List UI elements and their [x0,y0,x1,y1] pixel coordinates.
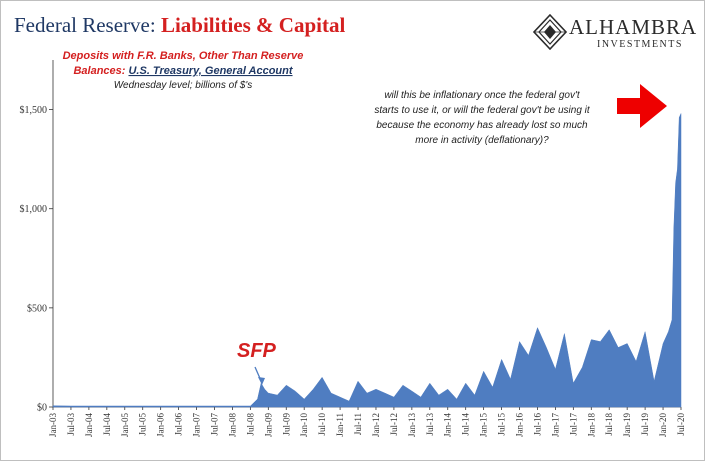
red-arrow-icon [617,84,667,128]
chart-subtitle-line3: Wednesday level; billions of $'s [114,80,252,91]
chart-title: Federal Reserve: Liabilities & Capital [14,13,345,38]
logo-name: ALHAMBRA [569,15,698,39]
x-tick-label: Jul-13 [425,413,435,436]
x-tick-label: Jan-12 [371,413,381,437]
y-tick-label: $500 [27,303,47,314]
annotation-line-4: more in activity (deflationary)? [415,135,549,146]
area-series-tga [52,113,682,408]
x-tick-label: Jan-15 [479,413,489,437]
x-tick-label: Jul-20 [676,413,686,436]
x-tick-label: Jul-17 [568,413,578,436]
x-tick-label: Jul-03 [66,413,76,436]
alhambra-logo: ALHAMBRA INVESTMENTS [532,13,698,52]
x-tick-label: Jul-05 [138,413,148,436]
x-tick-label: Jul-16 [532,413,542,436]
y-tick-label: $1,500 [20,105,48,116]
title-highlight: Liabilities & Capital [160,13,346,37]
x-tick-label: Jan-16 [515,413,525,437]
x-tick-label: Jul-09 [281,413,291,436]
x-tick-label: Jul-04 [102,413,112,436]
x-tick-label: Jan-13 [407,413,417,437]
diamond-logo-icon [532,13,568,51]
y-tick-label: $0 [37,403,47,414]
chart-subtitle-line2: Balances: U.S. Treasury, General Account [73,65,293,77]
x-tick-label: Jan-06 [156,413,166,437]
x-tick-label: Jul-06 [174,413,184,436]
title-prefix: Federal Reserve: [14,13,161,37]
annotation-line-3: because the economy has already lost so … [376,120,588,131]
x-tick-label: Jul-10 [317,413,327,436]
x-tick-label: Jan-20 [658,413,668,437]
x-tick-label: Jan-03 [48,413,58,437]
x-tick-label: Jan-18 [586,413,596,437]
x-tick-label: Jul-07 [209,413,219,436]
sfp-label: SFP [237,340,277,362]
sfp-arrowhead-icon [258,377,265,385]
x-tick-label: Jul-12 [389,413,399,436]
x-tick-label: Jan-11 [335,413,345,437]
subtitle-account-link[interactable]: U.S. Treasury, General Account [128,65,293,77]
x-tick-label: Jul-19 [640,413,650,436]
x-tick-label: Jan-17 [550,413,560,437]
x-tick-label: Jul-18 [604,413,614,436]
x-tick-label: Jul-11 [353,413,363,435]
x-tick-label: Jan-19 [622,413,632,437]
x-tick-label: Jan-08 [227,413,237,437]
logo-subtitle: INVESTMENTS [597,39,683,50]
x-tick-label: Jan-07 [192,413,202,437]
y-tick-label: $1,000 [20,204,48,215]
annotation-line-1: will this be inflationary once the feder… [384,90,581,101]
x-tick-label: Jul-14 [461,413,471,436]
chart-subtitle-line1: Deposits with F.R. Banks, Other Than Res… [63,50,304,62]
subtitle-prefix: Balances: [73,65,128,77]
x-tick-label: Jul-08 [245,413,255,436]
annotation-line-2: starts to use it, or will the federal go… [374,105,591,116]
x-tick-label: Jan-10 [299,413,309,437]
x-tick-label: Jan-05 [120,413,130,437]
x-tick-label: Jan-14 [443,413,453,437]
x-tick-label: Jan-04 [84,413,94,437]
x-tick-label: Jul-15 [497,413,507,436]
x-tick-label: Jan-09 [263,413,273,437]
